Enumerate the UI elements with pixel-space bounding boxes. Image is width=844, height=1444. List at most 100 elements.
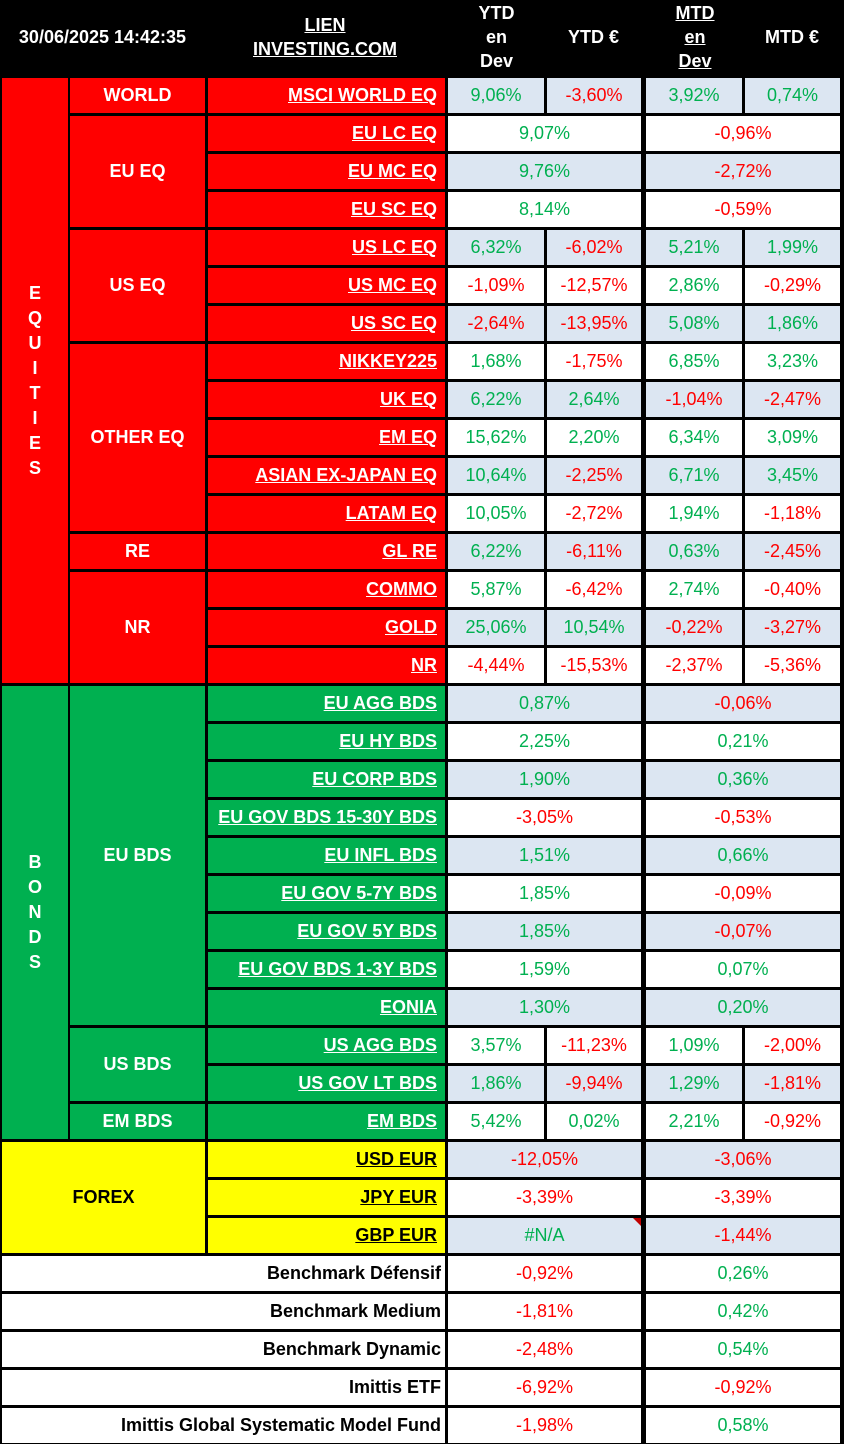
col-header-ytd-eur: YTD € [545, 0, 642, 74]
asset-link[interactable]: EU GOV 5Y BDS [208, 914, 445, 949]
asset-link[interactable]: EU LC EQ [208, 116, 445, 151]
asset-link[interactable]: EU INFL BDS [208, 838, 445, 873]
asset-link[interactable]: GL RE [208, 534, 445, 569]
mtd-dev-cell: 6,71% [646, 458, 742, 493]
benchmark-label: Imittis Global Systematic Model Fund [2, 1408, 445, 1443]
asset-link[interactable]: USD EUR [208, 1142, 445, 1177]
mtd-eur-cell: -5,36% [745, 648, 840, 683]
asset-link[interactable]: EU GOV BDS 15-30Y BDS [208, 800, 445, 835]
ytd-eur-cell: -11,23% [547, 1028, 641, 1063]
mtd-eur-cell: -3,27% [745, 610, 840, 645]
col-header-mtd-dev-1: MTD [675, 3, 715, 23]
ytd-eur-cell: 2,64% [547, 382, 641, 417]
section-letter: B [28, 852, 42, 872]
asset-link[interactable]: EU GOV BDS 1-3Y BDS [208, 952, 445, 987]
investing-link[interactable]: LIEN INVESTING.COM [205, 0, 445, 74]
ytd-dev-cell: 10,64% [448, 458, 544, 493]
mtd-eur-cell: 0,74% [745, 78, 840, 113]
comment-indicator-icon[interactable] [633, 1218, 641, 1226]
benchmark-mtd-cell: 0,42% [646, 1294, 840, 1329]
benchmark-label: Benchmark Medium [2, 1294, 445, 1329]
ytd-cell: 8,14% [448, 192, 641, 227]
ytd-cell: -3,39% [448, 1180, 641, 1215]
col-header-ytd-dev-1: YTD [478, 3, 515, 23]
asset-link[interactable]: EU GOV 5-7Y BDS [208, 876, 445, 911]
asset-link[interactable]: LATAM EQ [208, 496, 445, 531]
asset-link[interactable]: GOLD [208, 610, 445, 645]
asset-link[interactable]: US MC EQ [208, 268, 445, 303]
investing-link-line1: LIEN [304, 15, 346, 35]
mtd-dev-cell: 2,21% [646, 1104, 742, 1139]
asset-link[interactable]: COMMO [208, 572, 445, 607]
group-label: EU EQ [70, 116, 205, 227]
benchmark-ytd-cell: -1,98% [448, 1408, 641, 1443]
asset-link[interactable]: EM EQ [208, 420, 445, 455]
mtd-cell: -3,06% [646, 1142, 840, 1177]
mtd-cell: -0,06% [646, 686, 840, 721]
timestamp-text: 30/06/2025 14:42:35 [18, 27, 187, 47]
ytd-eur-cell: -3,60% [547, 78, 641, 113]
asset-link[interactable]: GBP EUR [208, 1218, 445, 1253]
mtd-dev-cell: -2,37% [646, 648, 742, 683]
asset-link[interactable]: EU HY BDS [208, 724, 445, 759]
benchmark-label: Benchmark Défensif [2, 1256, 445, 1291]
ytd-eur-cell: 0,02% [547, 1104, 641, 1139]
ytd-cell: 2,25% [448, 724, 641, 759]
benchmark-mtd-cell: 0,54% [646, 1332, 840, 1367]
section-letter: E [28, 282, 41, 303]
mtd-dev-cell: 3,92% [646, 78, 742, 113]
asset-link[interactable]: US LC EQ [208, 230, 445, 265]
asset-link[interactable]: NR [208, 648, 445, 683]
mtd-cell: -0,59% [646, 192, 840, 227]
ytd-dev-cell: 25,06% [448, 610, 544, 645]
asset-link[interactable]: EU SC EQ [208, 192, 445, 227]
col-header-mtd-dev-3: Dev [678, 51, 712, 71]
ytd-cell: 1,51% [448, 838, 641, 873]
ytd-eur-cell: -6,42% [547, 572, 641, 607]
timestamp: 30/06/2025 14:42:35 [0, 0, 205, 74]
mtd-dev-cell: 2,86% [646, 268, 742, 303]
mtd-dev-cell: 5,21% [646, 230, 742, 265]
ytd-dev-cell: 15,62% [448, 420, 544, 455]
mtd-eur-cell: -2,00% [745, 1028, 840, 1063]
investing-link-line2: INVESTING.COM [252, 39, 397, 59]
ytd-eur-cell: -2,25% [547, 458, 641, 493]
group-label: EU BDS [70, 686, 205, 1025]
asset-link[interactable]: MSCI WORLD EQ [208, 78, 445, 113]
col-header-ytd-dev: YTD en Dev [448, 0, 545, 74]
asset-link[interactable]: US GOV LT BDS [208, 1066, 445, 1101]
group-label: OTHER EQ [70, 344, 205, 531]
asset-link[interactable]: ASIAN EX-JAPAN EQ [208, 458, 445, 493]
asset-link[interactable]: NIKKEY225 [208, 344, 445, 379]
asset-link[interactable]: EONIA [208, 990, 445, 1025]
asset-link[interactable]: US SC EQ [208, 306, 445, 341]
asset-link[interactable]: UK EQ [208, 382, 445, 417]
mtd-cell: -0,53% [646, 800, 840, 835]
asset-link[interactable]: EU AGG BDS [208, 686, 445, 721]
section-label: FOREX [72, 1187, 135, 1207]
ytd-eur-cell: -6,11% [547, 534, 641, 569]
ytd-dev-cell: 1,68% [448, 344, 544, 379]
mtd-dev-cell: 2,74% [646, 572, 742, 607]
group-label: US BDS [70, 1028, 205, 1101]
section-letter: N [28, 902, 42, 922]
mtd-eur-cell: -2,45% [745, 534, 840, 569]
section-letter: D [28, 927, 42, 947]
mtd-dev-cell: 6,34% [646, 420, 742, 455]
asset-link[interactable]: EM BDS [208, 1104, 445, 1139]
ytd-dev-cell: 6,22% [448, 382, 544, 417]
asset-link[interactable]: EU CORP BDS [208, 762, 445, 797]
group-label: NR [70, 572, 205, 683]
benchmark-mtd-cell: 0,58% [646, 1408, 840, 1443]
section-letter: O [27, 877, 42, 897]
group-label: RE [70, 534, 205, 569]
mtd-cell: 0,21% [646, 724, 840, 759]
ytd-dev-cell: 9,06% [448, 78, 544, 113]
asset-link[interactable]: EU MC EQ [208, 154, 445, 189]
mtd-dev-cell: 1,29% [646, 1066, 742, 1101]
mtd-eur-cell: -2,47% [745, 382, 840, 417]
asset-link[interactable]: JPY EUR [208, 1180, 445, 1215]
asset-link[interactable]: US AGG BDS [208, 1028, 445, 1063]
benchmark-ytd-cell: -0,92% [448, 1256, 641, 1291]
